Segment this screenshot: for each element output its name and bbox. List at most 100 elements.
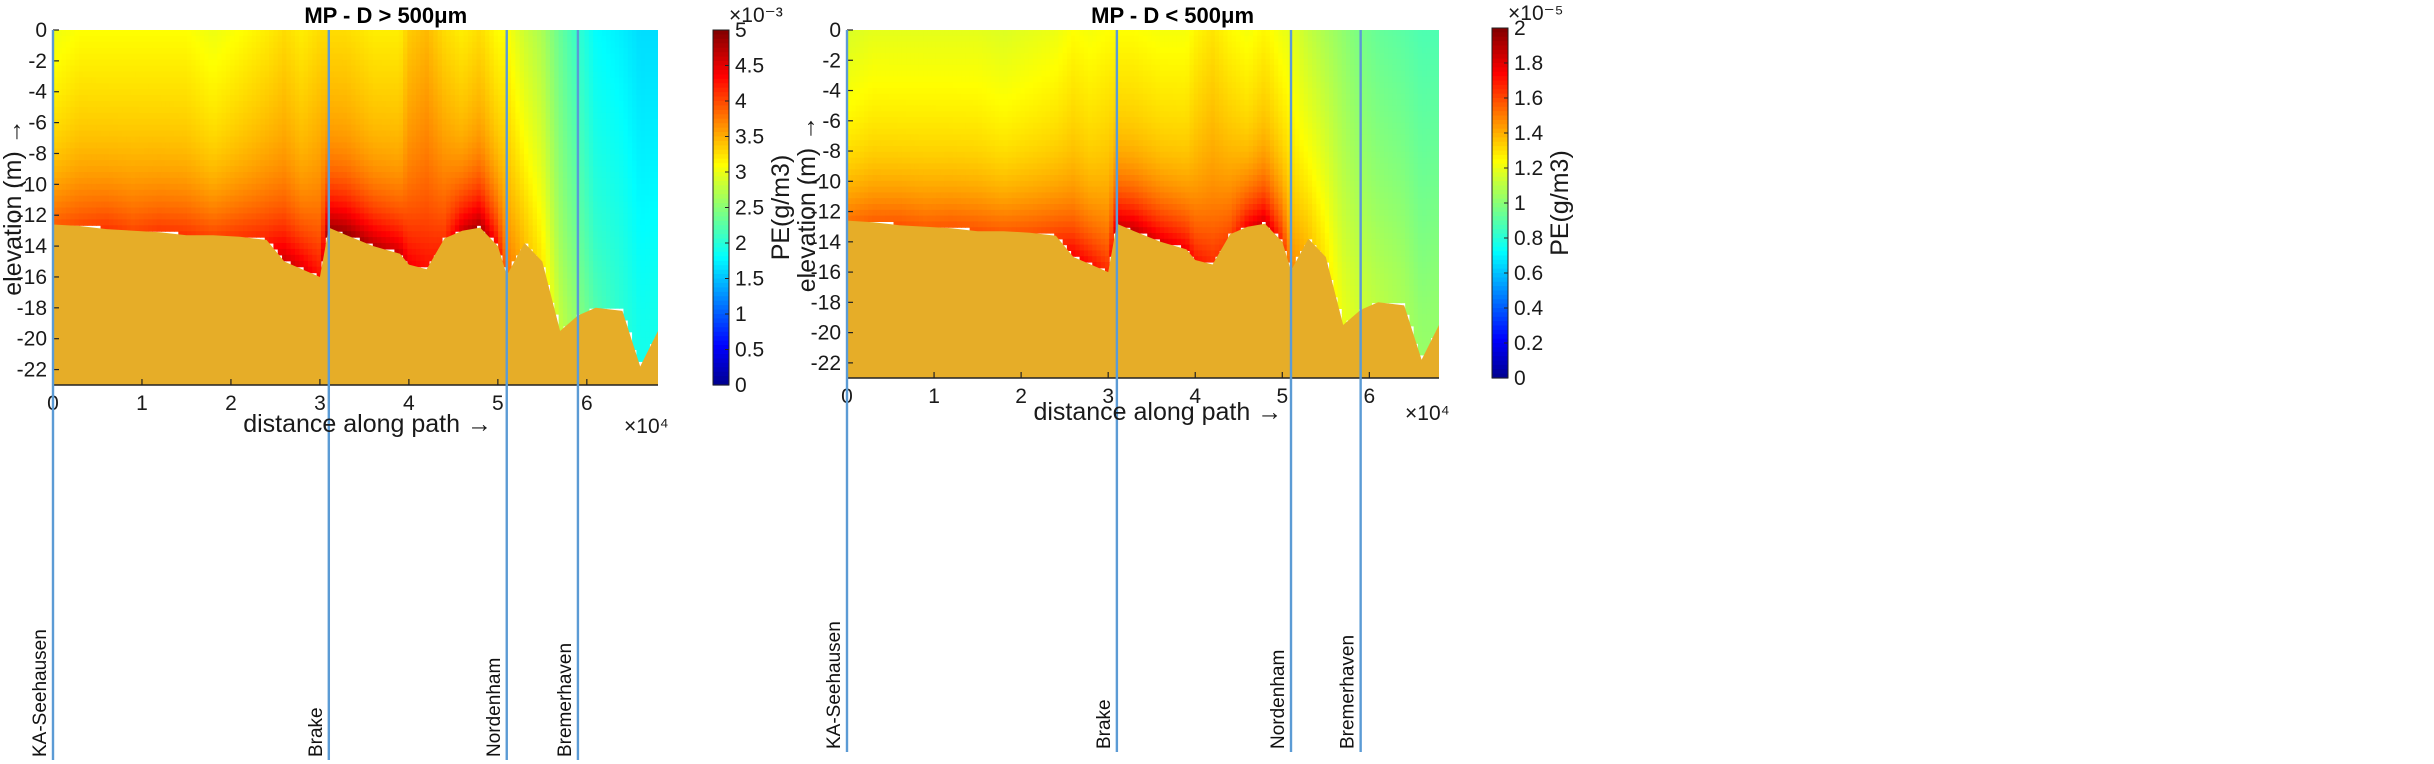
heatmap-cell	[511, 112, 516, 120]
heatmap-cell	[70, 89, 76, 96]
heatmap-cell	[329, 219, 335, 226]
heatmap-cell	[472, 136, 478, 144]
heatmap-cell	[588, 53, 594, 61]
heatmap-cell	[528, 77, 534, 84]
heatmap-cell	[212, 35, 218, 43]
heatmap-cell	[463, 95, 469, 102]
heatmap-cell	[511, 124, 516, 132]
heatmap-cell	[174, 83, 179, 90]
heatmap-cell	[329, 101, 335, 108]
heatmap-cell	[152, 89, 158, 96]
heatmap-cell	[282, 172, 287, 179]
heatmap-cell	[333, 101, 339, 108]
heatmap-cell	[377, 89, 383, 96]
heatmap-cell	[381, 71, 387, 78]
heatmap-cell	[264, 89, 270, 96]
heatmap-cell	[312, 266, 318, 274]
heatmap-cell	[623, 284, 629, 291]
heatmap-cell	[256, 118, 262, 126]
heatmap-cell	[519, 207, 525, 215]
heatmap-cell	[156, 148, 162, 155]
heatmap-cell	[562, 290, 568, 297]
heatmap-cell	[584, 254, 590, 262]
heatmap-cell	[614, 225, 620, 232]
heatmap-cell	[299, 189, 305, 197]
heatmap-cell	[597, 65, 603, 73]
heatmap-cell	[489, 30, 495, 37]
heatmap-cell	[549, 237, 555, 244]
heatmap-cell	[571, 302, 577, 309]
heatmap-cell	[96, 71, 102, 78]
heatmap-cell	[416, 160, 421, 167]
heatmap-cell	[584, 35, 590, 43]
heatmap-cell	[264, 160, 270, 167]
heatmap-cell	[243, 148, 249, 155]
heatmap-cell	[567, 166, 573, 173]
heatmap-cell	[489, 231, 495, 238]
heatmap-cell	[554, 248, 560, 256]
heatmap-cell	[234, 160, 240, 167]
heatmap-cell	[117, 148, 123, 155]
heatmap-cell	[139, 213, 145, 220]
heatmap-cell	[368, 30, 374, 37]
heatmap-cell	[433, 189, 439, 197]
heatmap-cell	[225, 195, 231, 203]
heatmap-cell	[217, 213, 223, 220]
heatmap-cell	[359, 95, 365, 102]
heatmap-cell	[390, 65, 395, 73]
heatmap-cell	[588, 77, 594, 84]
heatmap-cell	[398, 124, 404, 132]
heatmap-cell	[403, 136, 408, 144]
heatmap-cell	[320, 41, 326, 49]
heatmap-cell	[567, 142, 573, 149]
heatmap-cell	[515, 177, 521, 185]
heatmap-cell	[53, 201, 58, 209]
heatmap-cell	[588, 237, 594, 244]
heatmap-cell	[398, 106, 404, 114]
heatmap-cell	[593, 95, 599, 102]
heatmap-cell	[277, 160, 283, 167]
heatmap-cell	[420, 154, 426, 161]
heatmap-cell	[614, 77, 620, 84]
heatmap-cell	[558, 243, 564, 250]
heatmap-cell	[178, 172, 184, 179]
heatmap-cell	[221, 219, 227, 226]
heatmap-cell	[398, 95, 404, 102]
heatmap-cell	[580, 219, 586, 226]
heatmap-cell	[83, 65, 89, 73]
heatmap-cell	[100, 160, 106, 167]
heatmap-cell	[364, 35, 370, 43]
heatmap-cell	[234, 231, 240, 238]
heatmap-cell	[273, 35, 279, 43]
heatmap-cell	[567, 183, 573, 191]
heatmap-cell	[217, 148, 223, 155]
heatmap-cell	[619, 195, 625, 203]
heatmap-cell	[390, 201, 395, 209]
heatmap-cell	[403, 112, 408, 120]
heatmap-cell	[247, 77, 253, 84]
heatmap-cell	[420, 101, 426, 108]
heatmap-cell	[96, 172, 102, 179]
heatmap-cell	[247, 225, 253, 232]
heatmap-cell	[437, 35, 443, 43]
heatmap-cell	[117, 83, 123, 90]
heatmap-cell	[601, 47, 607, 55]
heatmap-cell	[407, 160, 413, 167]
heatmap-cell	[238, 154, 244, 161]
heatmap-cell	[273, 65, 279, 73]
heatmap-cell	[454, 112, 460, 120]
heatmap-cell	[450, 213, 456, 220]
heatmap-cell	[346, 41, 352, 49]
heatmap-cell	[515, 166, 521, 173]
heatmap-cell	[450, 112, 456, 120]
heatmap-cell	[476, 35, 482, 43]
heatmap-cell	[549, 172, 555, 179]
heatmap-cell	[256, 71, 262, 78]
heatmap-cell	[113, 65, 119, 73]
heatmap-cell	[238, 148, 244, 155]
heatmap-cell	[238, 183, 244, 191]
heatmap-cell	[204, 83, 210, 90]
heatmap-cell	[610, 118, 616, 126]
heatmap-cell	[549, 272, 555, 280]
heatmap-cell	[269, 124, 274, 132]
